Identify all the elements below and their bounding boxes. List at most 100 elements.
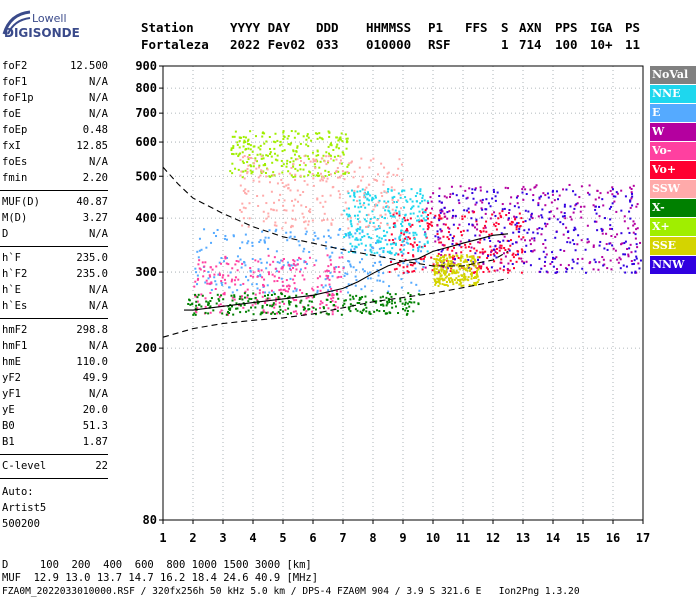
echo-point xyxy=(430,221,433,224)
echo-point xyxy=(409,225,412,228)
echo-point xyxy=(393,253,396,256)
echo-point xyxy=(368,199,371,202)
echo-point xyxy=(567,230,570,233)
echo-point xyxy=(254,159,257,162)
echo-point xyxy=(453,272,456,275)
echo-point xyxy=(460,284,463,287)
echo-point xyxy=(526,231,529,234)
echo-point xyxy=(397,192,400,195)
echo-point xyxy=(246,242,249,245)
echo-point xyxy=(498,246,501,249)
echo-point xyxy=(388,270,391,273)
echo-point xyxy=(270,190,273,193)
echo-point xyxy=(297,132,300,135)
echo-point xyxy=(411,200,414,203)
echo-point xyxy=(630,197,633,200)
echo-point xyxy=(273,256,276,259)
echo-point xyxy=(318,166,321,169)
x-axis-ticks: 1 2 3 4 5 6 7 8 9 10 11 12 13 14 15 16 17 xyxy=(159,520,650,545)
echo-point xyxy=(207,303,210,306)
echo-point xyxy=(592,244,595,247)
echo-point xyxy=(421,208,424,211)
echo-point xyxy=(477,263,480,266)
echo-point xyxy=(338,138,341,141)
echo-point xyxy=(515,228,518,231)
echo-point xyxy=(395,267,398,270)
echo-point xyxy=(401,218,404,221)
echo-point xyxy=(254,302,257,305)
echo-point xyxy=(509,202,512,205)
echo-point xyxy=(354,238,357,241)
echo-point xyxy=(479,189,482,192)
echo-point xyxy=(237,155,240,158)
echo-point xyxy=(262,210,265,213)
echo-point xyxy=(512,231,515,234)
echo-point xyxy=(328,135,331,138)
echo-point xyxy=(419,190,422,193)
echo-point xyxy=(632,184,635,187)
echo-point xyxy=(247,309,250,312)
echo-point xyxy=(193,312,196,315)
echo-point xyxy=(297,200,300,203)
echo-point xyxy=(366,198,369,201)
echo-point xyxy=(451,254,454,257)
echo-point xyxy=(293,299,296,302)
echo-point xyxy=(320,284,323,287)
echo-point xyxy=(221,276,224,279)
echo-point xyxy=(518,227,521,230)
echo-point xyxy=(293,282,296,285)
echo-point xyxy=(332,185,335,188)
echo-point xyxy=(328,131,331,134)
echo-point xyxy=(424,235,427,238)
echo-point xyxy=(500,247,503,250)
echo-point xyxy=(459,240,462,243)
echo-point xyxy=(474,264,477,267)
echo-point xyxy=(451,237,454,240)
echo-point xyxy=(369,159,372,162)
echo-point xyxy=(474,226,477,229)
echo-point xyxy=(470,246,473,249)
echo-point xyxy=(387,299,390,302)
echo-point xyxy=(354,232,357,235)
echo-point xyxy=(624,195,627,198)
echo-point xyxy=(273,312,276,315)
echo-point xyxy=(235,152,238,155)
echo-point xyxy=(356,190,359,193)
echo-point xyxy=(358,261,361,264)
echo-point xyxy=(516,250,519,253)
echo-point xyxy=(397,199,400,202)
panel-divider xyxy=(0,246,108,247)
echo-point xyxy=(281,181,284,184)
echo-point xyxy=(368,236,371,239)
echo-point xyxy=(623,220,626,223)
x-tick-label: 3 xyxy=(219,531,226,545)
echo-point xyxy=(347,215,350,218)
echo-point xyxy=(393,222,396,225)
echo-point xyxy=(307,220,310,223)
echo-point xyxy=(603,247,606,250)
echo-point xyxy=(612,247,615,250)
x-tick-label: 4 xyxy=(249,531,256,545)
echo-point xyxy=(474,266,477,269)
echo-point xyxy=(387,297,390,300)
echo-point xyxy=(610,205,613,208)
echo-point xyxy=(446,217,449,220)
echo-point xyxy=(267,236,270,239)
echo-point xyxy=(338,271,341,274)
echo-point xyxy=(571,239,574,242)
echo-point xyxy=(586,238,589,241)
echo-point xyxy=(349,303,352,306)
echo-point xyxy=(303,261,306,264)
echo-point xyxy=(514,223,517,226)
echo-point xyxy=(462,265,465,268)
echo-point xyxy=(602,264,605,267)
echo-point xyxy=(397,274,400,277)
echo-point xyxy=(517,235,520,238)
echo-point xyxy=(327,229,330,232)
echo-point xyxy=(507,218,510,221)
echo-point xyxy=(466,267,469,270)
echo-point xyxy=(454,272,457,275)
param-key: M(D) xyxy=(2,212,28,224)
echo-point xyxy=(326,218,329,221)
echo-point xyxy=(267,254,270,257)
